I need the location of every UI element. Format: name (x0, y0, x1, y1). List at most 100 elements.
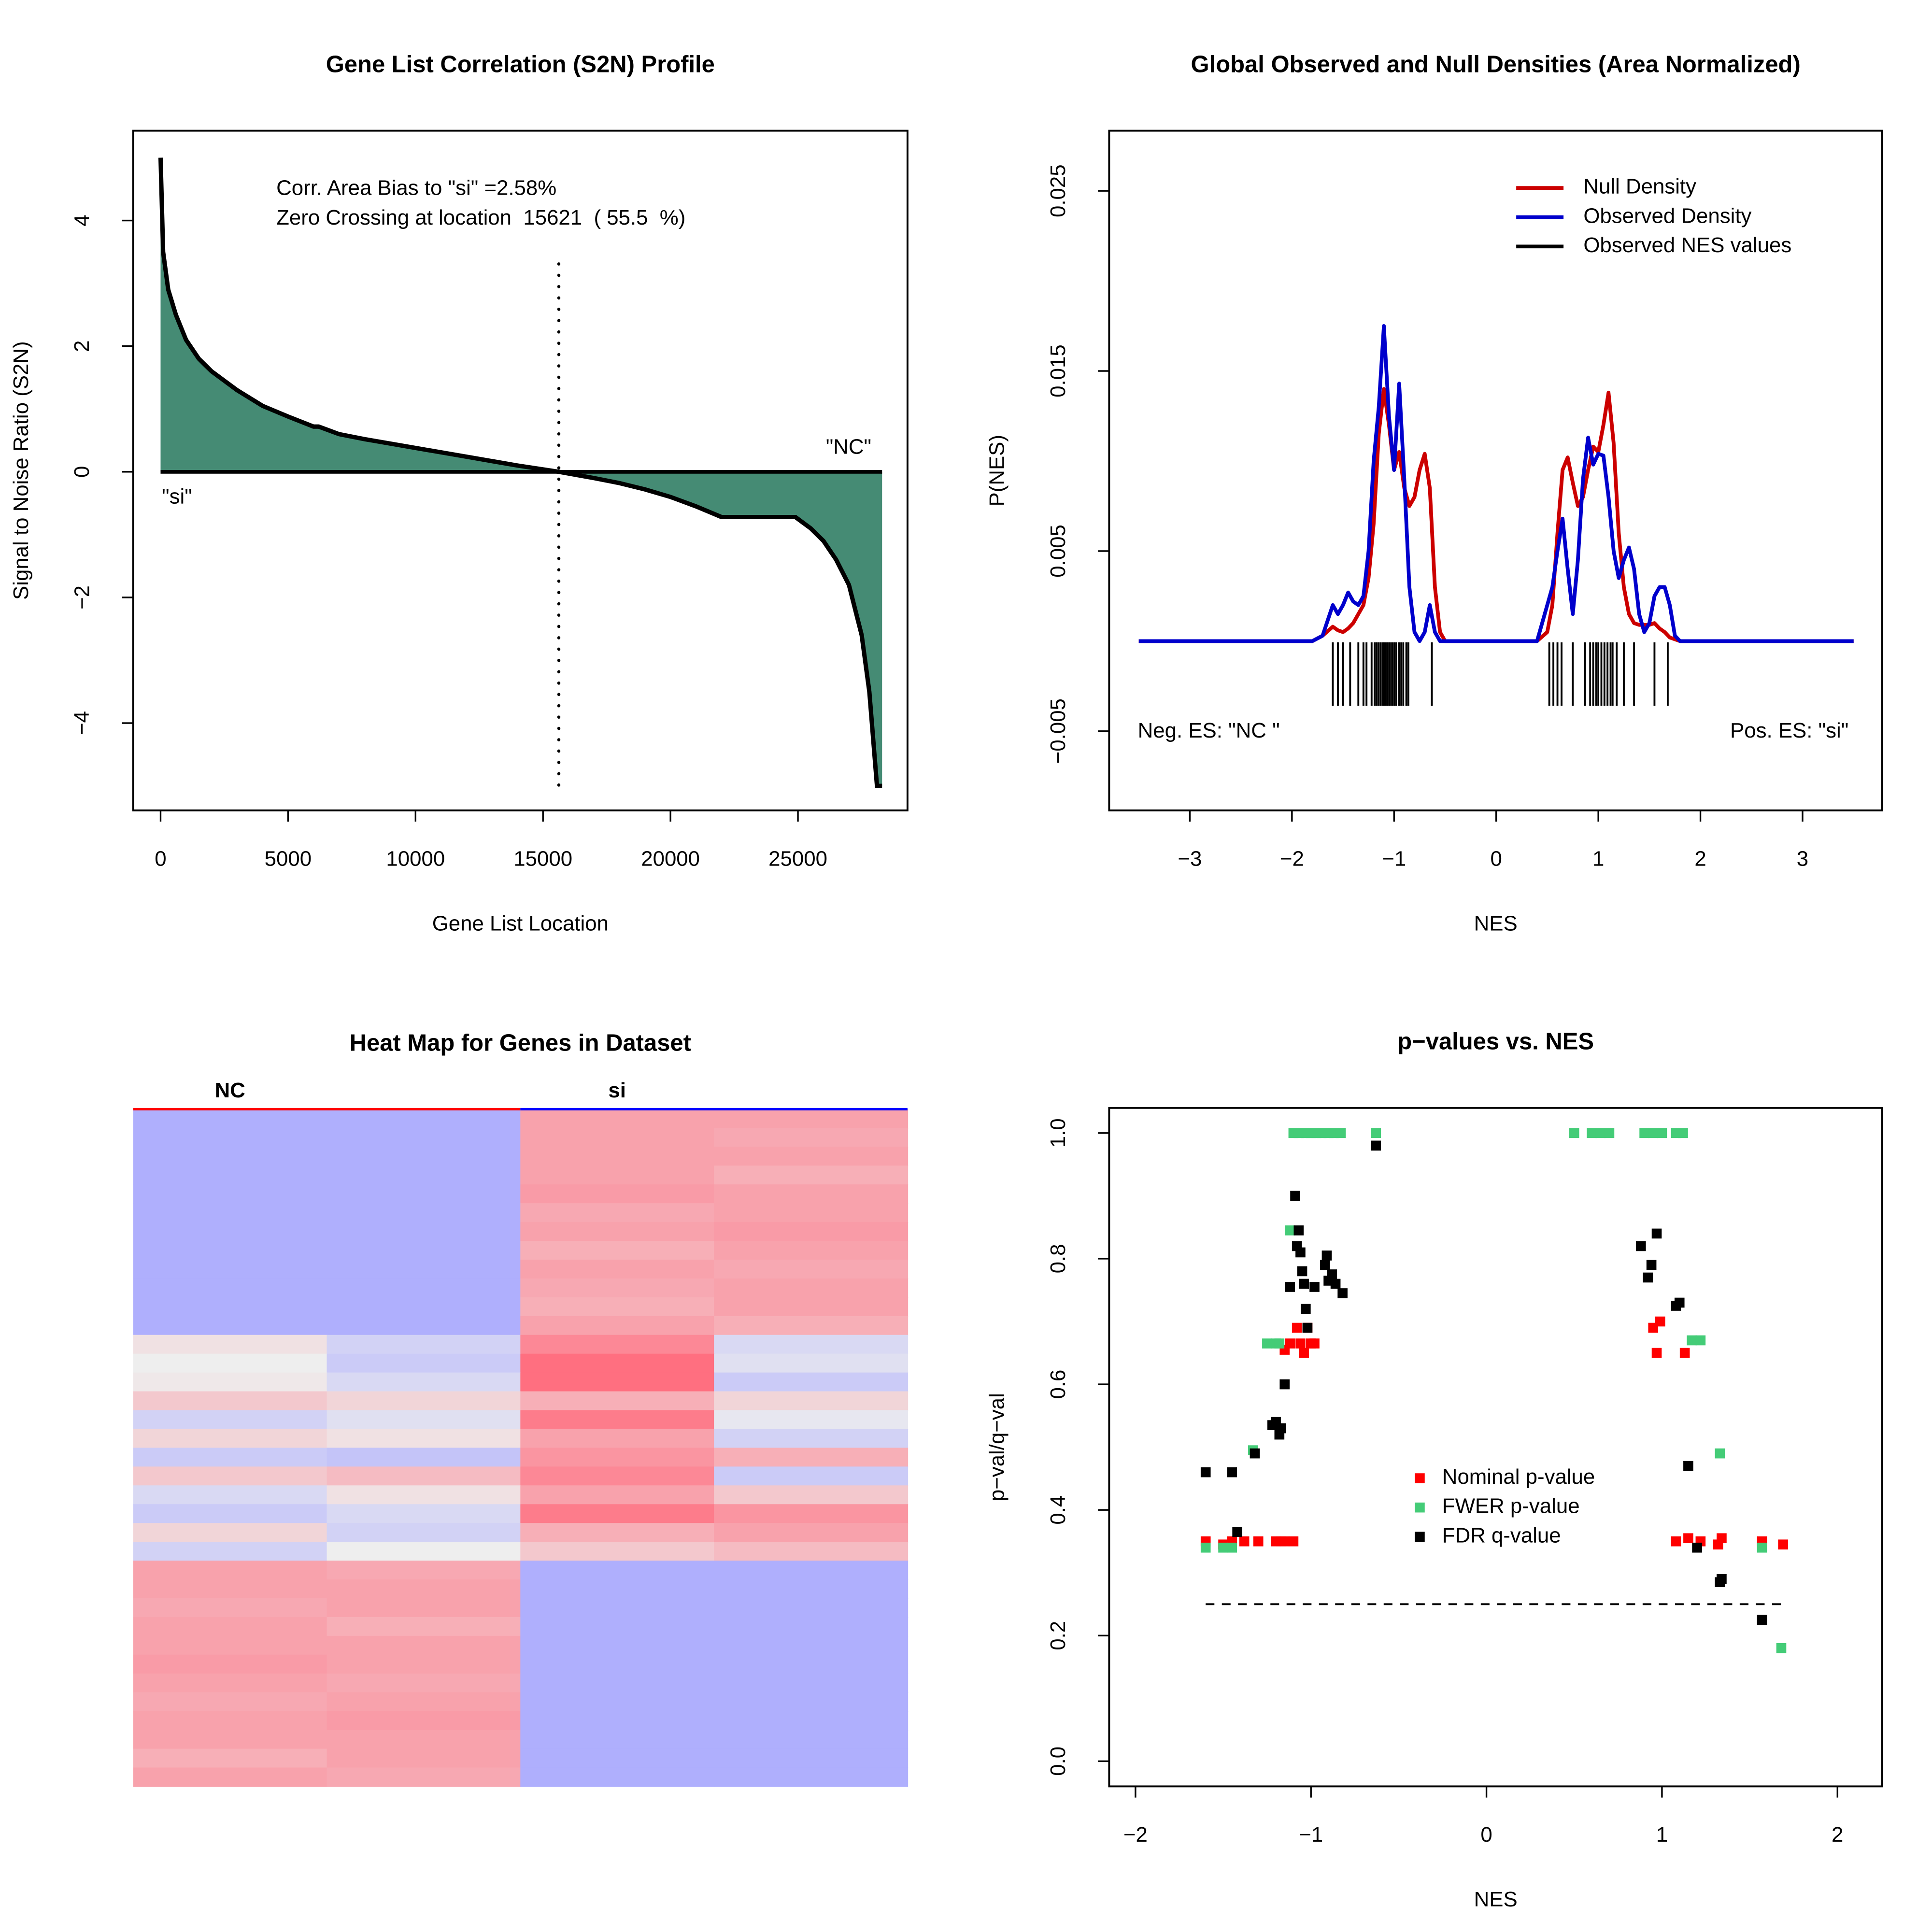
density-line (1138, 324, 1854, 643)
heatmap-cell (133, 1297, 327, 1317)
y-tick-label: 0.005 (1046, 525, 1070, 578)
annotation: "si" (162, 485, 192, 509)
point (1776, 1643, 1787, 1653)
heatmap-cell (133, 1767, 327, 1787)
x-tick-label: 1 (1656, 1823, 1668, 1847)
heatmap-cell (133, 1617, 327, 1637)
heatmap-cell (327, 1542, 521, 1562)
annotation: Pos. ES: "si" (1730, 719, 1848, 742)
heatmap-cell (714, 1767, 909, 1787)
heatmap-cell (327, 1767, 521, 1787)
point (1335, 1128, 1346, 1138)
heatmap-cell (327, 1147, 521, 1166)
heatmap-cell (133, 1410, 327, 1430)
heatmap-cell (133, 1372, 327, 1392)
heatmap-cell (714, 1109, 909, 1129)
point (1253, 1536, 1264, 1547)
x-axis-label: NES (1474, 912, 1518, 936)
heatmap-cell (714, 1542, 909, 1562)
legend-label: FWER p-value (1442, 1494, 1580, 1518)
heatmap-cell (520, 1335, 715, 1354)
plot-frame (132, 129, 909, 811)
point (1250, 1448, 1260, 1459)
heatmap-cell (133, 1259, 327, 1279)
point (1569, 1128, 1579, 1138)
y-tick-label: 0.4 (1046, 1495, 1070, 1525)
heatmap-cell (714, 1147, 909, 1166)
heatmap-cell (714, 1711, 909, 1731)
chart-title: Heat Map for Genes in Dataset (350, 1030, 691, 1056)
point (1678, 1128, 1688, 1138)
heatmap-cell (133, 1109, 327, 1129)
x-axis-label: NES (1474, 1888, 1518, 1911)
point (1274, 1338, 1285, 1349)
heatmap-cell (714, 1353, 909, 1373)
heatmap-cell (520, 1316, 715, 1336)
heatmap-cell (520, 1391, 715, 1411)
legend-label: FDR q-value (1442, 1523, 1561, 1547)
heatmap-cell (520, 1109, 715, 1129)
point (1285, 1282, 1295, 1292)
point (1232, 1527, 1242, 1537)
heatmap-cell (327, 1372, 521, 1392)
heatmap-cell (327, 1241, 521, 1261)
point (1200, 1542, 1211, 1553)
heatmap-cell (714, 1297, 909, 1317)
heatmap-cell (133, 1504, 327, 1524)
heatmap-cell (327, 1353, 521, 1373)
heatmap-cell (327, 1278, 521, 1298)
x-tick-label: −1 (1382, 847, 1406, 871)
heatmap-cell (327, 1654, 521, 1675)
point (1227, 1542, 1237, 1553)
legend-label: Null Density (1583, 175, 1696, 199)
point (1285, 1225, 1295, 1236)
y-tick-label: 0.8 (1046, 1244, 1070, 1274)
x-tick-label: 2 (1832, 1823, 1843, 1847)
point (1651, 1228, 1662, 1239)
point (1227, 1467, 1237, 1477)
heatmap-cell (520, 1222, 715, 1242)
chart-title: Gene List Correlation (S2N) Profile (326, 52, 715, 78)
point (1309, 1338, 1320, 1349)
heatmap-cell (714, 1429, 909, 1449)
point (1715, 1448, 1725, 1459)
x-axis-label: Gene List Location (432, 912, 609, 936)
heatmap-cell (520, 1241, 715, 1261)
heatmap-cell (714, 1372, 909, 1392)
chart-title: p−values vs. NES (1397, 1029, 1594, 1055)
heatmap-cell (133, 1147, 327, 1166)
heatmap-cell (714, 1504, 909, 1524)
heatmap-cell (133, 1711, 327, 1731)
heatmap-cell (714, 1579, 909, 1599)
heatmap-cell (714, 1241, 909, 1261)
heatmap-cell (133, 1316, 327, 1336)
heatmap-cell (327, 1184, 521, 1204)
y-tick-label: 0 (70, 466, 94, 478)
x-tick-label: 2 (1694, 847, 1706, 871)
heatmap-cell (520, 1692, 715, 1712)
heatmap-cell (133, 1579, 327, 1599)
point (1218, 1542, 1228, 1553)
x-tick-label: 10000 (386, 847, 445, 871)
y-tick-label: 4 (70, 214, 94, 226)
heatmap-cell (520, 1504, 715, 1524)
heatmap-cell (520, 1259, 715, 1279)
point (1604, 1128, 1615, 1138)
point (1655, 1316, 1665, 1327)
heatmap-cell (133, 1673, 327, 1693)
annotation: Zero Crossing at location 15621 ( 55.5 %… (276, 206, 685, 229)
y-tick-label: 0.025 (1046, 164, 1070, 217)
heatmap-cell (327, 1598, 521, 1618)
heatmap-cell (133, 1692, 327, 1712)
heatmap-cell (327, 1485, 521, 1505)
heatmap-cell (133, 1542, 327, 1562)
point (1327, 1269, 1337, 1279)
heatmap-cell (520, 1353, 715, 1373)
heatmap-cell (520, 1542, 715, 1562)
point (1657, 1128, 1667, 1138)
legend-label: Nominal p-value (1442, 1465, 1595, 1489)
heatmap-cell (714, 1391, 909, 1411)
heatmap-cell (133, 1184, 327, 1204)
x-tick-label: −3 (1178, 847, 1202, 871)
heatmap-cell (520, 1635, 715, 1656)
